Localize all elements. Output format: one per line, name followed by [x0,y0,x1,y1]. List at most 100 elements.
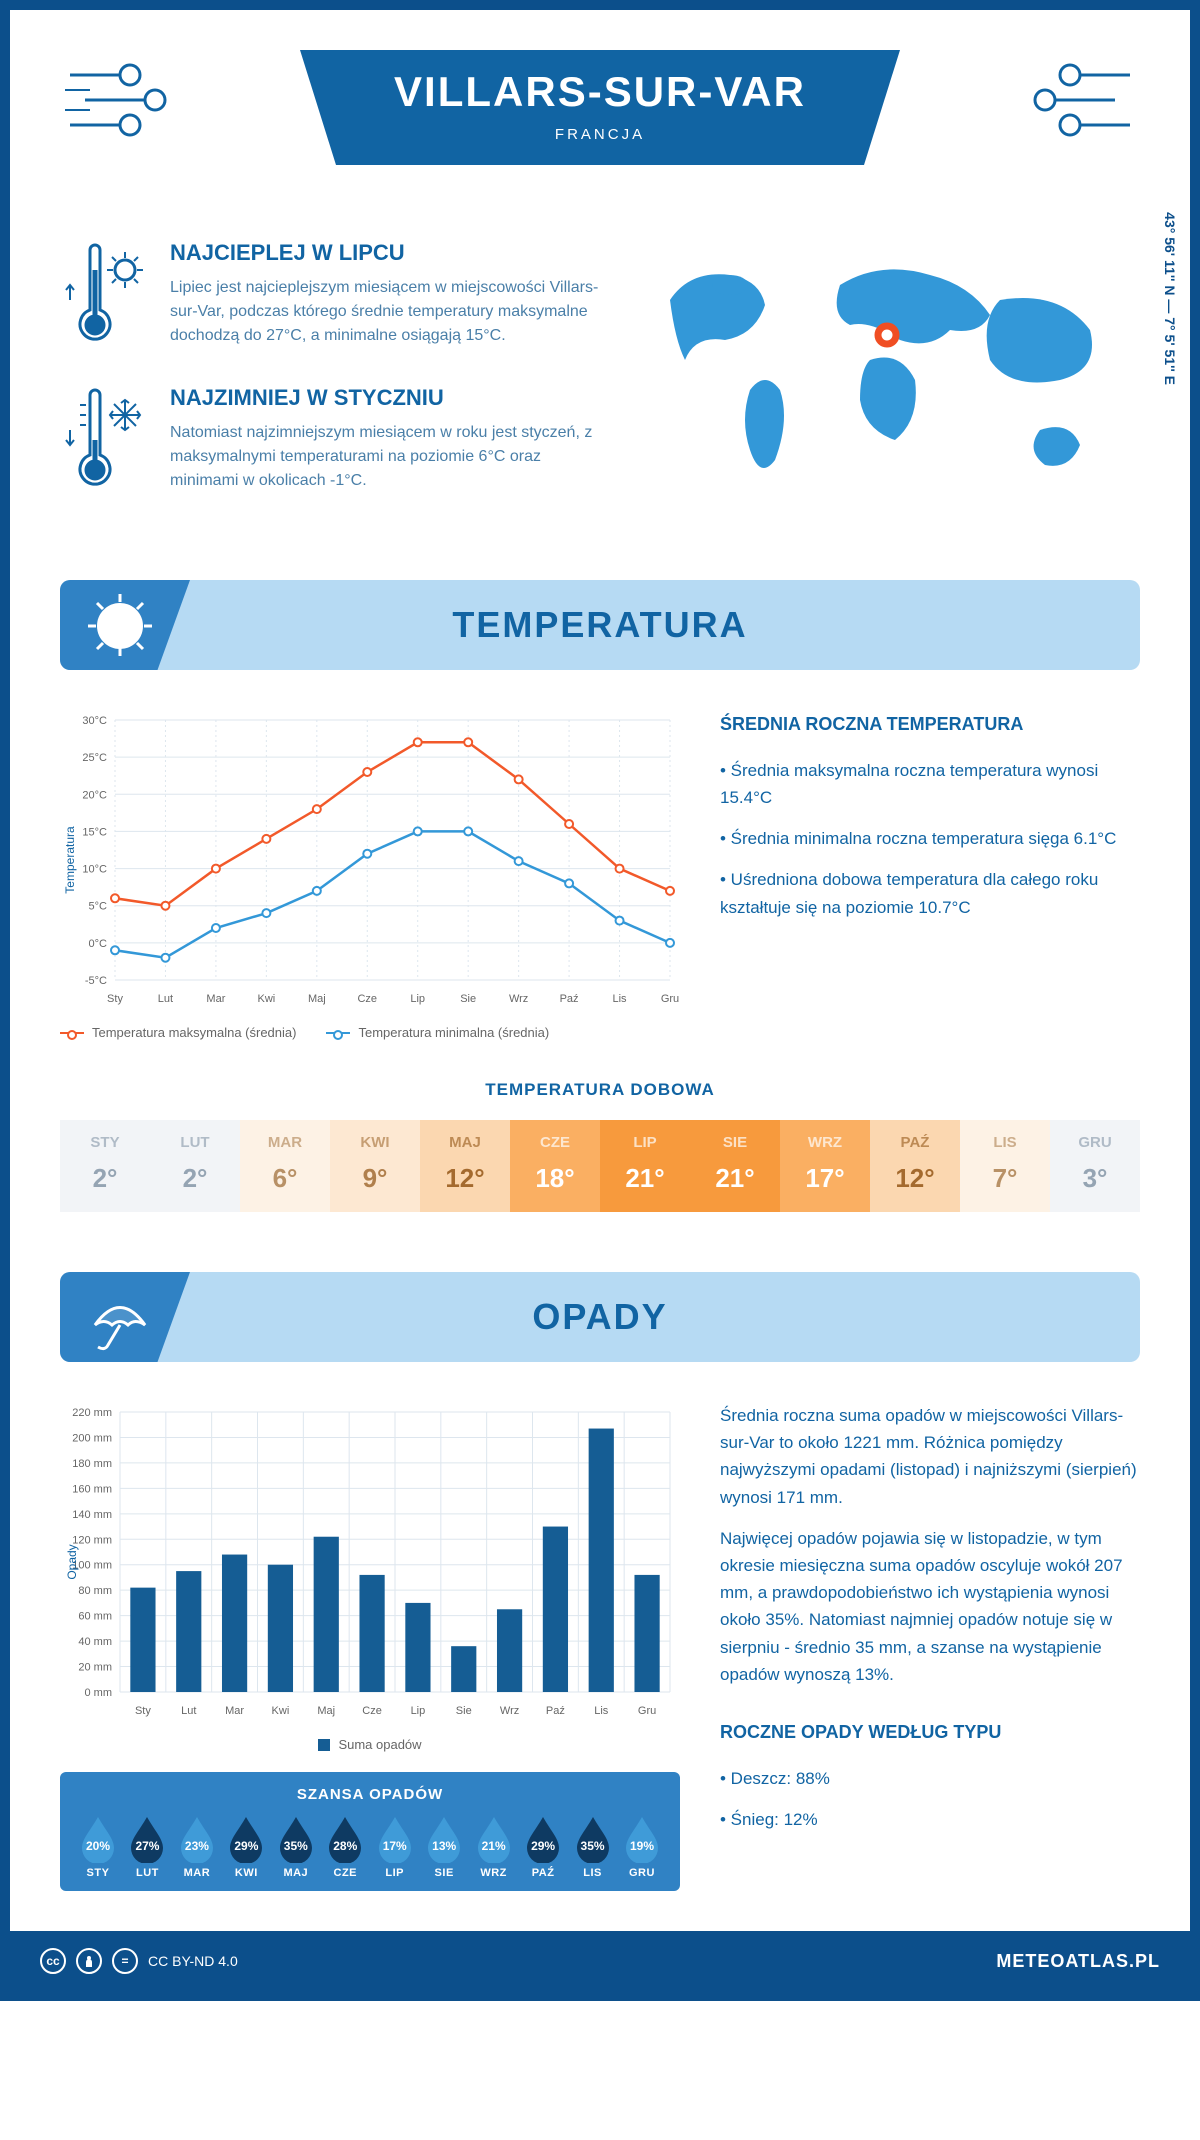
svg-text:Gru: Gru [661,993,679,1005]
coordinates: 43° 56' 11'' N — 7° 5' 51'' E [1162,212,1178,385]
by-icon [76,1948,102,1974]
svg-text:30°C: 30°C [82,715,107,727]
svg-text:220 mm: 220 mm [72,1407,112,1419]
svg-text:25°C: 25°C [82,752,107,764]
daily-temp-cell: MAR 6° [240,1120,330,1212]
avg-temp-bullet: • Średnia minimalna roczna temperatura s… [720,825,1140,852]
legend-min: Temperatura minimalna (średnia) [358,1025,549,1040]
svg-text:Lut: Lut [181,1705,196,1717]
precip-chance-cell: 35% LIS [573,1815,613,1879]
daily-temp-cell: LIS 7° [960,1120,1050,1212]
svg-text:Sty: Sty [107,993,123,1005]
intro-section: NAJCIEPLEJ W LIPCU Lipiec jest najcieple… [60,240,1140,530]
temperature-summary: ŚREDNIA ROCZNA TEMPERATURA • Średnia mak… [720,710,1140,1040]
site-name: METEOATLAS.PL [996,1951,1160,1972]
temperature-legend: Temperatura maksymalna (średnia) Tempera… [60,1025,680,1040]
svg-text:Lis: Lis [613,993,628,1005]
precip-chance-cell: 35% MAJ [276,1815,316,1879]
precip-legend: Suma opadów [60,1737,680,1752]
svg-text:80 mm: 80 mm [78,1585,112,1597]
legend-max: Temperatura maksymalna (średnia) [92,1025,296,1040]
precip-chance-cell: 17% LIP [375,1815,415,1879]
precip-bytype: • Śnieg: 12% [720,1806,1140,1833]
precip-summary: Średnia roczna suma opadów w miejscowośc… [720,1402,1140,1891]
daily-temp-cell: SIE 21° [690,1120,780,1212]
city-name: VILLARS-SUR-VAR [360,68,840,116]
avg-temp-bullet: • Średnia maksymalna roczna temperatura … [720,757,1140,811]
svg-text:20 mm: 20 mm [78,1662,112,1674]
svg-text:180 mm: 180 mm [72,1458,112,1470]
temperature-chart: -5°C0°C5°C10°C15°C20°C25°C30°CStyLutMarK… [60,710,680,1040]
wind-icon [1020,50,1140,155]
svg-text:Wrz: Wrz [509,993,528,1005]
nd-icon: = [112,1948,138,1974]
cc-icon: cc [40,1948,66,1974]
thermometer-cold-icon [60,385,150,500]
svg-text:Lis: Lis [594,1705,609,1717]
coldest-title: NAJZIMNIEJ W STYCZNIU [170,385,600,411]
license-text: CC BY-ND 4.0 [148,1953,238,1969]
svg-text:Cze: Cze [357,993,377,1005]
footer: cc = CC BY-ND 4.0 METEOATLAS.PL [10,1931,1190,1991]
svg-text:5°C: 5°C [89,901,108,913]
svg-text:Temperatura: Temperatura [63,826,77,894]
daily-temp-cell: PAŹ 12° [870,1120,960,1212]
precip-title: OPADY [532,1296,667,1338]
precip-bytype-title: ROCZNE OPADY WEDŁUG TYPU [720,1718,1140,1747]
svg-text:Maj: Maj [317,1705,335,1717]
warmest-title: NAJCIEPLEJ W LIPCU [170,240,600,266]
country-name: FRANCJA [360,126,840,143]
svg-text:60 mm: 60 mm [78,1611,112,1623]
daily-temp-cell: MAJ 12° [420,1120,510,1212]
precip-chart: 0 mm20 mm40 mm60 mm80 mm100 mm120 mm140 … [60,1402,680,1891]
precip-p1: Średnia roczna suma opadów w miejscowośc… [720,1402,1140,1511]
precip-chance-cell: 29% PAŹ [523,1815,563,1879]
svg-text:Lip: Lip [411,1705,426,1717]
daily-temp-title: TEMPERATURA DOBOWA [60,1080,1140,1100]
svg-text:140 mm: 140 mm [72,1509,112,1521]
precip-chance-cell: 13% SIE [424,1815,464,1879]
svg-text:-5°C: -5°C [85,975,107,987]
precip-chance-cell: 19% GRU [622,1815,662,1879]
daily-temp-cell: GRU 3° [1050,1120,1140,1212]
wind-icon [60,50,180,155]
precip-chance-box: SZANSA OPADÓW 20% STY 27% LUT 23% MAR 2 [60,1772,680,1891]
page: VILLARS-SUR-VAR FRANCJA [0,0,1200,2001]
daily-temp-cell: LIP 21° [600,1120,690,1212]
world-map: 43° 56' 11'' N — 7° 5' 51'' E [640,240,1140,530]
daily-temp-cell: STY 2° [60,1120,150,1212]
svg-text:Opady: Opady [65,1544,79,1579]
svg-text:Lip: Lip [410,993,425,1005]
daily-temp-cell: LUT 2° [150,1120,240,1212]
svg-text:200 mm: 200 mm [72,1432,112,1444]
precip-p2: Najwięcej opadów pojawia się w listopadz… [720,1525,1140,1688]
thermometer-hot-icon [60,240,150,355]
precip-chance-cell: 29% KWI [226,1815,266,1879]
svg-text:Paź: Paź [546,1705,565,1717]
license: cc = CC BY-ND 4.0 [40,1948,238,1974]
svg-text:20°C: 20°C [82,789,107,801]
svg-text:Sie: Sie [456,1705,472,1717]
svg-text:Gru: Gru [638,1705,656,1717]
precip-section-header: OPADY [60,1272,1140,1362]
svg-text:Mar: Mar [225,1705,244,1717]
svg-text:Mar: Mar [206,993,225,1005]
daily-temp-cell: CZE 18° [510,1120,600,1212]
precip-chance-cell: 28% CZE [325,1815,365,1879]
precip-chance-cell: 21% WRZ [474,1815,514,1879]
header: VILLARS-SUR-VAR FRANCJA [60,50,1140,190]
sun-icon [80,588,160,663]
svg-text:10°C: 10°C [82,864,107,876]
precip-chance-cell: 20% STY [78,1815,118,1879]
svg-text:Wrz: Wrz [500,1705,519,1717]
precip-chance-cell: 27% LUT [127,1815,167,1879]
daily-temp-cell: WRZ 17° [780,1120,870,1212]
daily-temp-cell: KWI 9° [330,1120,420,1212]
svg-text:15°C: 15°C [82,826,107,838]
svg-text:Paź: Paź [560,993,579,1005]
umbrella-icon [80,1280,160,1355]
daily-temp-strip: STY 2° LUT 2° MAR 6° KWI 9° MAJ 12° CZE … [60,1120,1140,1212]
svg-text:Lut: Lut [158,993,173,1005]
warmest-text: Lipiec jest najcieplejszym miesiącem w m… [170,276,600,348]
temperature-title: TEMPERATURA [452,604,747,646]
